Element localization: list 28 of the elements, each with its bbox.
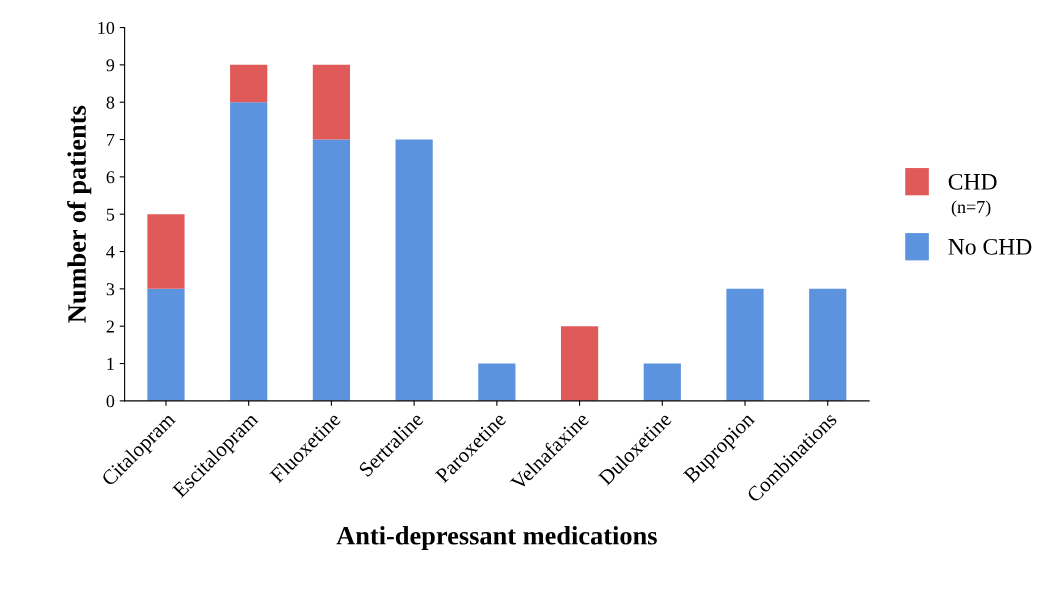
bar (312, 64, 351, 140)
y-tick-label: 6 (106, 171, 115, 184)
bar (643, 363, 681, 401)
bar (809, 288, 847, 401)
y-tick-label: 4 (106, 245, 115, 258)
x-axis-title: Anti-depressant medications (336, 526, 657, 550)
y-tick-label: 8 (106, 96, 115, 109)
y-axis-title: Number of patients (67, 105, 92, 323)
y-tick-label: 2 (106, 320, 114, 333)
text: (n=7) (951, 200, 991, 217)
legend-label: No CHD (948, 238, 1032, 255)
y-tick-label: 3 (106, 283, 115, 296)
bar (230, 64, 268, 103)
y-tick-label: 9 (106, 59, 115, 72)
legend-label: CHD (948, 173, 997, 190)
bar (147, 288, 185, 401)
bar (478, 363, 516, 401)
bar (312, 139, 351, 401)
y-tick-label: 7 (107, 133, 115, 146)
y-tick-label: 10 (98, 21, 115, 34)
bar (147, 214, 185, 289)
y-tick-label: 0 (106, 395, 115, 408)
bar (560, 326, 599, 401)
bar (395, 139, 433, 401)
bar (726, 288, 764, 401)
bar (230, 102, 268, 401)
y-tick-label: 5 (106, 208, 115, 221)
y-tick-label: 1 (107, 357, 114, 370)
